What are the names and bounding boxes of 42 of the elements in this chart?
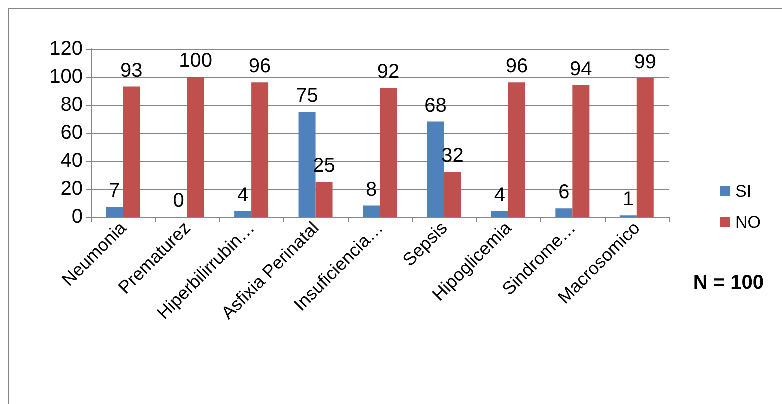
- bar: [106, 207, 124, 217]
- bar: [380, 88, 397, 217]
- bar: [491, 211, 508, 217]
- bar: [427, 122, 444, 217]
- legend-label: NO: [736, 213, 761, 232]
- bar: [572, 85, 590, 217]
- y-tick-label: 120: [50, 38, 83, 60]
- bar: [556, 208, 573, 217]
- legend-label: SI: [736, 182, 752, 201]
- bar: [252, 82, 269, 217]
- bar: [444, 172, 462, 217]
- y-tick-label: 80: [60, 94, 83, 116]
- data-label: 96: [506, 56, 528, 78]
- data-label: 7: [109, 180, 120, 202]
- y-tick-label: 100: [50, 66, 83, 88]
- bar: [508, 82, 526, 217]
- bar: [636, 78, 654, 217]
- bar: [316, 182, 333, 217]
- text: N = 100: [693, 272, 764, 294]
- data-label: 75: [296, 85, 318, 107]
- data-label: 94: [570, 58, 592, 80]
- data-label: 96: [248, 56, 272, 78]
- data-label: 6: [558, 182, 570, 204]
- bar: [123, 86, 140, 217]
- bar: [187, 77, 204, 217]
- bar: [363, 206, 380, 217]
- y-tick-label: 40: [60, 150, 83, 172]
- data-label: 0: [173, 190, 184, 212]
- data-label: 99: [634, 51, 657, 74]
- data-label: 4: [494, 184, 506, 206]
- data-label: 4: [237, 184, 249, 206]
- y-tick-label: 0: [72, 206, 83, 228]
- y-tick-label: 20: [60, 178, 83, 200]
- bar: [234, 211, 252, 217]
- data-label: 8: [366, 178, 378, 201]
- data-label: 93: [120, 60, 143, 82]
- bar: [298, 112, 316, 217]
- y-tick-label: 60: [60, 122, 83, 144]
- data-label: 1: [622, 188, 634, 211]
- data-label: 92: [377, 61, 400, 84]
- data-label: 100: [179, 50, 213, 72]
- data-label: 68: [424, 94, 447, 117]
